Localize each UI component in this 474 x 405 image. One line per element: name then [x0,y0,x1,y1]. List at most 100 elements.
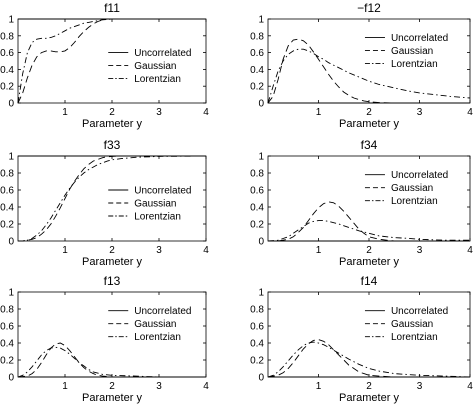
series-line-gaussian [18,155,206,242]
y-tick-label: 0 [8,237,14,248]
legend-label-uncorrelated: Uncorrelated [134,186,191,197]
legend-label-lorentzian: Lorentzian [134,332,181,343]
x-tick-label: 4 [467,245,473,256]
y-tick-label: 0.6 [0,186,14,197]
panel-f33: f33 0 0.2 0.4 0.6 0.8 1 1 2 3 4 Parameter y Uncorrel… [0,138,209,268]
panel-title: f11 [104,1,120,15]
axes-frame [17,155,207,242]
y-tick-label: 0.4 [0,339,14,350]
series-line-lorentzian [17,18,206,104]
legend-label-gaussian: Gaussian [134,61,176,72]
x-tick-label: 1 [316,245,322,256]
y-tick-label: 0.6 [0,322,14,333]
panel-f14: f14 0 0.2 0.4 0.6 0.8 1 1 2 3 4 Parameter y Uncorrel… [250,274,473,404]
x-axis-label: Parameter y [82,118,142,130]
legend-label-gaussian: Gaussian [391,183,433,194]
legend-label-gaussian: Gaussian [391,319,433,330]
y-tick-label: 0 [258,237,264,248]
y-tick-label: 0.6 [250,186,264,197]
x-tick-label: 3 [417,245,423,256]
x-tick-label: 3 [156,245,162,256]
legend: Uncorrelated Gaussian Lorentzian [364,33,448,70]
y-tick-label: 1 [258,15,264,26]
x-axis-label: Parameter y [339,392,399,404]
y-tick-label: 0 [8,373,14,384]
legend: Uncorrelated Gaussian Lorentzian [364,306,448,343]
y-tick-label: 0 [8,99,14,110]
legend-label-uncorrelated: Uncorrelated [134,48,191,59]
y-tick-label: 0.8 [250,31,264,42]
x-tick-label: 2 [366,245,372,256]
x-tick-label: 2 [109,107,115,118]
legend: Uncorrelated Gaussian Lorentzian [364,170,448,207]
y-tick-label: 1 [8,288,14,299]
x-tick-label: 3 [156,381,162,392]
panel-neg-f12: −f12 0 0.2 0.4 0.6 0.8 1 1 2 3 4 Parameter y Uncorre… [250,1,473,130]
x-tick-label: 1 [62,381,68,392]
legend: Uncorrelated Gaussian Lorentzian [108,306,192,343]
x-tick-label: 4 [203,107,209,118]
legend-label-gaussian: Gaussian [134,319,176,330]
y-tick-label: 0.6 [0,48,14,59]
x-axis-label: Parameter y [82,256,142,268]
x-tick-label: 2 [366,107,372,118]
y-tick-label: 0.4 [250,339,264,350]
series-line-lorentzian [17,346,206,378]
legend-label-lorentzian: Lorentzian [391,59,438,70]
x-tick-label: 3 [156,107,162,118]
legend-label-lorentzian: Lorentzian [391,196,438,207]
x-tick-label: 1 [316,381,322,392]
x-tick-label: 4 [203,381,209,392]
legend: Uncorrelated Gaussian Lorentzian [108,186,192,223]
y-tick-label: 0.2 [0,220,14,231]
series-line-lorentzian [267,48,471,104]
y-tick-label: 0.2 [250,82,264,93]
y-tick-label: 1 [8,152,14,163]
x-tick-label: 4 [467,107,473,118]
series-line-gaussian [17,342,206,378]
series-line-lorentzian [267,341,471,378]
y-tick-label: 0.2 [0,356,14,367]
series-line-lorentzian [18,155,207,242]
y-tick-label: 0.6 [250,48,264,59]
y-tick-label: 1 [258,152,264,163]
y-tick-label: 0.8 [0,305,14,316]
x-tick-label: 3 [417,107,423,118]
y-tick-label: 0.2 [250,220,264,231]
y-tick-label: 0.6 [250,322,264,333]
axes-frame [267,155,471,242]
legend-label-uncorrelated: Uncorrelated [391,170,448,181]
legend-label-gaussian: Gaussian [391,46,433,57]
y-tick-label: 0.8 [0,169,14,180]
x-axis-label: Parameter y [339,118,399,130]
y-tick-label: 0.8 [0,31,14,42]
series-line-gaussian [17,18,206,104]
legend-label-uncorrelated: Uncorrelated [134,306,191,317]
y-tick-label: 0.4 [250,65,264,76]
x-tick-label: 2 [366,381,372,392]
x-axis-label: Parameter y [339,256,399,268]
x-tick-label: 1 [62,245,68,256]
legend-label-lorentzian: Lorentzian [134,212,181,223]
series-line-gaussian [268,201,470,242]
x-tick-label: 2 [109,381,115,392]
panel-title: f34 [361,138,378,152]
panel-f34: f34 0 0.2 0.4 0.6 0.8 1 1 2 3 4 Parameter y Uncorrel… [250,138,473,268]
y-tick-label: 0.4 [250,203,264,214]
legend-label-lorentzian: Lorentzian [391,332,438,343]
y-tick-label: 0 [258,99,264,110]
y-tick-label: 0.4 [0,203,14,214]
legend-label-uncorrelated: Uncorrelated [391,306,448,317]
x-axis-label: Parameter y [82,392,142,404]
y-tick-label: 0.8 [250,305,264,316]
legend-label-gaussian: Gaussian [134,199,176,210]
y-tick-label: 1 [8,15,14,26]
y-tick-label: 0.2 [250,356,264,367]
x-tick-label: 3 [417,381,423,392]
panel-title: f14 [361,274,378,288]
legend-label-lorentzian: Lorentzian [134,74,181,85]
y-tick-label: 0 [258,373,264,384]
series-line-lorentzian [267,220,470,242]
axes-frame [267,18,471,104]
